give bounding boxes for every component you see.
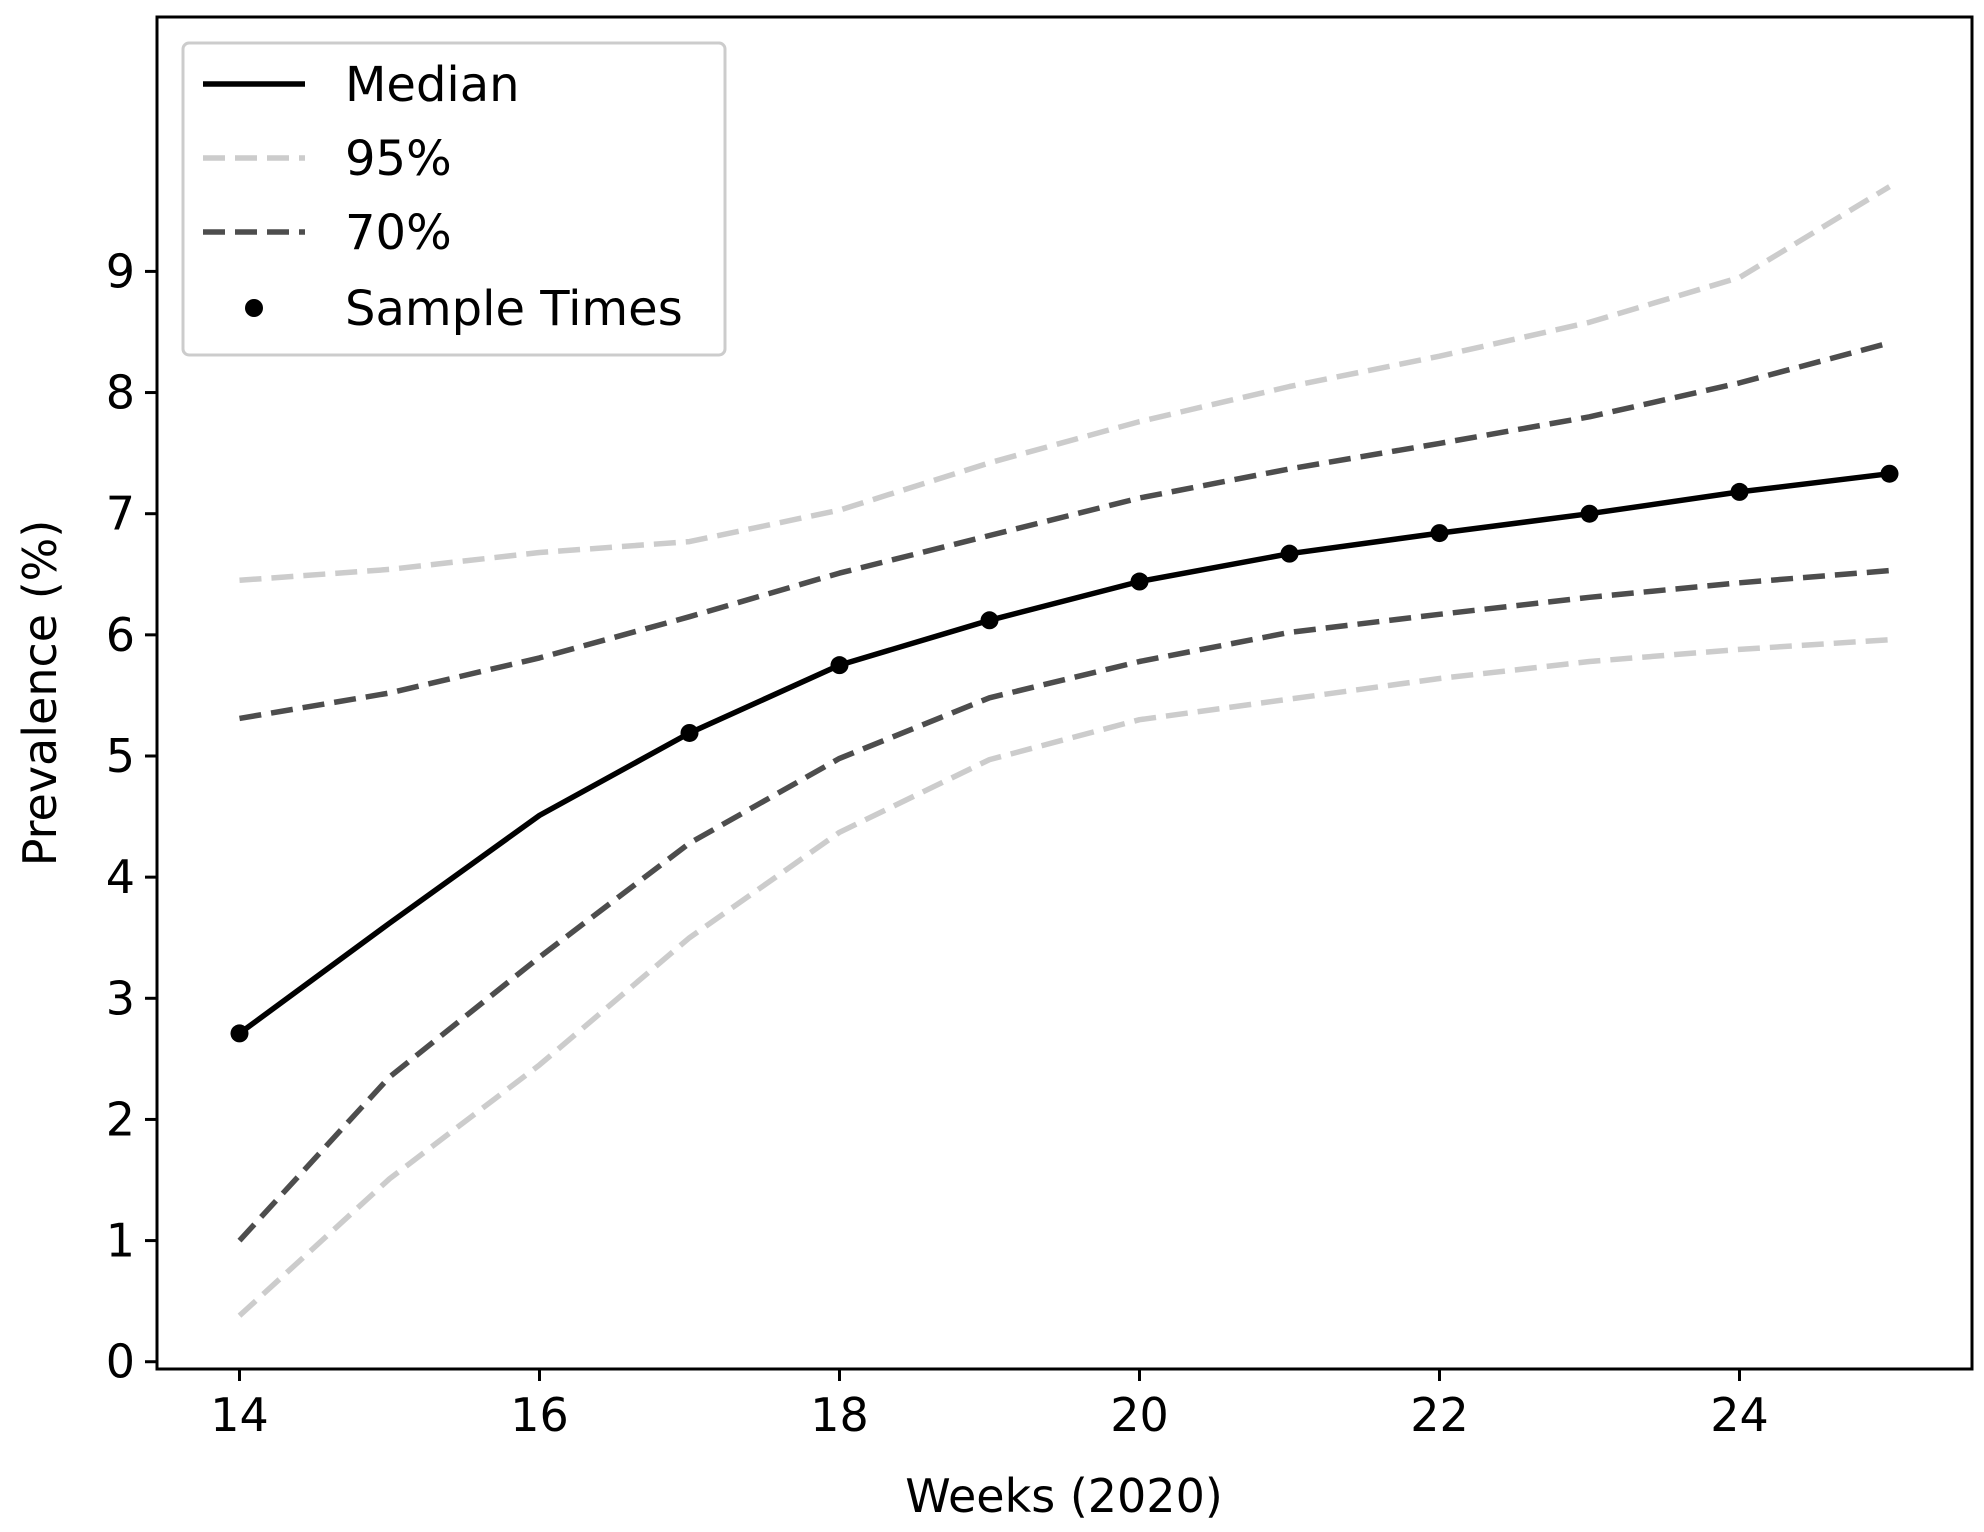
series-95pct-upper-line xyxy=(239,184,1891,584)
sample-time-point xyxy=(1880,464,1899,483)
y-tick-label: 8 xyxy=(106,366,135,420)
y-tick-label: 1 xyxy=(106,1214,135,1268)
x-tick-label: 18 xyxy=(810,1388,869,1442)
sample-time-point xyxy=(1130,572,1149,591)
axes-frame xyxy=(155,15,1974,1371)
plot-area xyxy=(230,184,1899,1318)
sample-time-point xyxy=(1430,524,1449,543)
legend-box xyxy=(181,41,727,357)
legend-label-sample-times: Sample Times xyxy=(345,281,683,337)
legend-label-70pct: 70% xyxy=(345,205,452,261)
x-tick-label: 20 xyxy=(1110,1388,1169,1442)
sample-time-point xyxy=(980,611,999,630)
x-tick-label: 22 xyxy=(1410,1388,1469,1442)
legend: Median 95% 70% Sample Times xyxy=(181,41,727,357)
legend-swatch-sample-times xyxy=(245,299,263,317)
series-70pct-lower-line xyxy=(237,567,1890,1243)
series-95pct-lower-line xyxy=(237,636,1890,1318)
sample-time-point xyxy=(230,1024,249,1043)
legend-label-95pct: 95% xyxy=(345,131,452,187)
y-tick-label: 4 xyxy=(106,850,135,904)
sample-time-point xyxy=(680,723,699,742)
legend-label-median: Median xyxy=(345,57,520,113)
x-tick-label: 24 xyxy=(1710,1388,1769,1442)
x-tick-label: 14 xyxy=(210,1388,269,1442)
series-median-line xyxy=(237,470,1890,1036)
y-tick-label: 3 xyxy=(106,971,135,1025)
series-70pct-upper-line xyxy=(239,340,1891,722)
y-tick-label: 2 xyxy=(106,1092,135,1146)
x-axis-label: Weeks (2020) xyxy=(905,1469,1223,1523)
y-tick-label: 5 xyxy=(106,729,135,783)
sample-time-point xyxy=(1580,504,1599,523)
sample-time-point xyxy=(830,656,849,675)
y-axis-label: Prevalence (%) xyxy=(13,520,67,867)
x-tick-label: 16 xyxy=(510,1388,569,1442)
y-tick-label: 0 xyxy=(106,1335,135,1389)
y-tick-label: 9 xyxy=(106,244,135,298)
sample-time-point xyxy=(1730,482,1749,501)
axis-ticks: 14 16 18 20 22 24 0 1 2 3 4 5 6 7 8 9 xyxy=(106,244,1769,1442)
y-tick-label: 6 xyxy=(106,608,135,662)
y-tick-label: 7 xyxy=(106,487,135,541)
sample-time-point xyxy=(1280,544,1299,563)
